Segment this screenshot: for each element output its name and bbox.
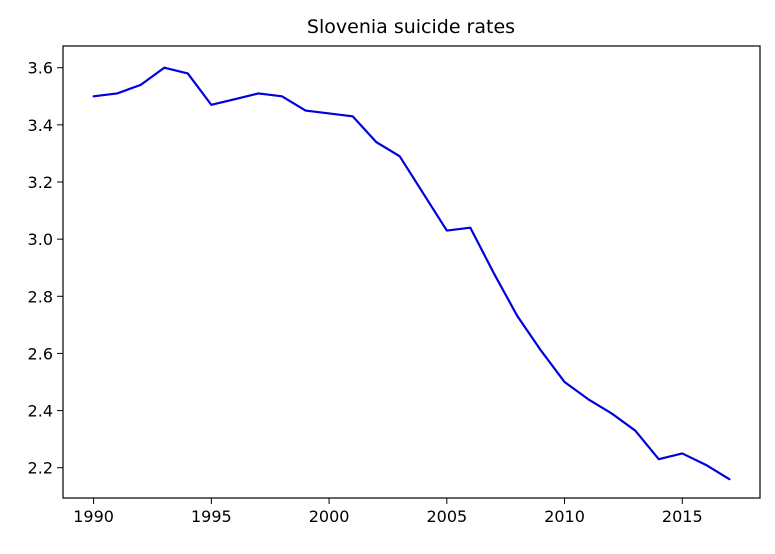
y-tick-label: 2.8 [28, 287, 53, 306]
x-tick-label: 2000 [309, 507, 350, 526]
x-tick-label: 2005 [426, 507, 467, 526]
plot-area [92, 66, 731, 481]
chart-title: Slovenia suicide rates [307, 16, 515, 38]
x-tick-label: 2015 [662, 507, 703, 526]
x-tick-label: 1990 [73, 507, 114, 526]
y-tick-label: 2.2 [28, 459, 53, 478]
y-tick-label: 2.6 [28, 344, 53, 363]
y-axis: 2.2 2.4 2.6 2.8 3.0 3.2 3.4 3.6 [28, 59, 63, 478]
y-tick-label: 3.2 [28, 173, 53, 192]
y-tick-label: 3.4 [28, 116, 53, 135]
y-tick-label: 3.6 [28, 59, 53, 78]
x-tick-label: 1995 [191, 507, 232, 526]
series-line [92, 66, 731, 481]
x-axis: 1990 1995 2000 2005 2010 2015 [73, 498, 703, 526]
x-tick-label: 2010 [544, 507, 585, 526]
y-tick-label: 3.0 [28, 230, 53, 249]
y-tick-label: 2.4 [28, 402, 53, 421]
plot-frame [62, 45, 761, 499]
